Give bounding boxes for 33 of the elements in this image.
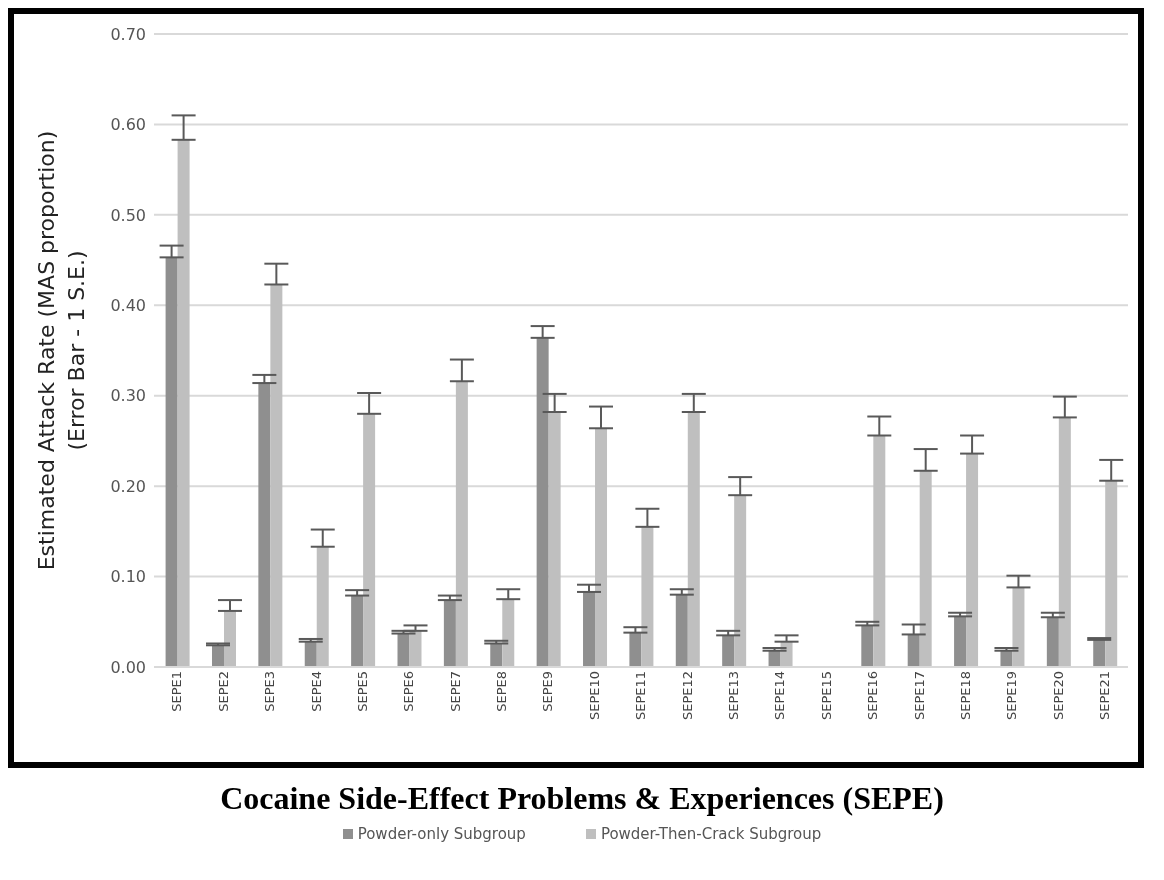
x-tick-label: SEPE21	[1097, 671, 1113, 721]
x-tick-label: SEPE19	[1004, 671, 1020, 721]
x-tick-label: SEPE15	[818, 671, 834, 721]
x-tick-label: SEPE2	[215, 671, 231, 712]
y-tick-label: 0.70	[110, 24, 146, 44]
x-tick-label: SEPE16	[865, 671, 881, 721]
x-tick-label: SEPE18	[957, 671, 973, 721]
x-tick-label: SEPE10	[586, 671, 602, 721]
y-tick-label: 0.20	[110, 476, 146, 496]
x-tick-label: SEPE3	[262, 671, 278, 712]
x-tick-label: SEPE9	[540, 671, 556, 712]
x-tick-label: SEPE1	[169, 671, 185, 712]
y-tick-label: 0.30	[110, 386, 146, 406]
text: Cocaine Side-Effect Problems & Experiences (SEPE)	[219, 780, 945, 817]
y-tick-label: 0.10	[110, 567, 146, 587]
x-tick-label: SEPE14	[772, 671, 788, 721]
y-axis-title: Estimated Attack Rate (MAS proportion) (Error Bar - 1 S.E.)	[34, 130, 89, 571]
x-tick-label: SEPE5	[354, 671, 370, 712]
x-tick-label: SEPE12	[679, 671, 695, 721]
y-tick-label: 0.40	[110, 295, 146, 315]
x-tick-label: SEPE13	[725, 671, 741, 721]
y-tick-label: 0.50	[110, 205, 146, 225]
legend-label: Powder-only Subgroup	[357, 825, 526, 843]
y-tick-label: 0.00	[110, 657, 146, 677]
x-tick-label: SEPE20	[1050, 671, 1066, 721]
y-tick-label: 0.60	[110, 115, 146, 135]
x-tick-label: SEPE6	[401, 671, 417, 712]
x-tick-label: SEPE11	[633, 671, 649, 721]
x-tick-label: SEPE4	[308, 671, 324, 712]
x-tick-label: SEPE8	[494, 671, 510, 712]
legend-label: Powder-Then-Crack Subgroup	[600, 825, 822, 843]
x-tick-label: SEPE7	[447, 671, 463, 712]
x-tick-label: SEPE17	[911, 671, 927, 721]
